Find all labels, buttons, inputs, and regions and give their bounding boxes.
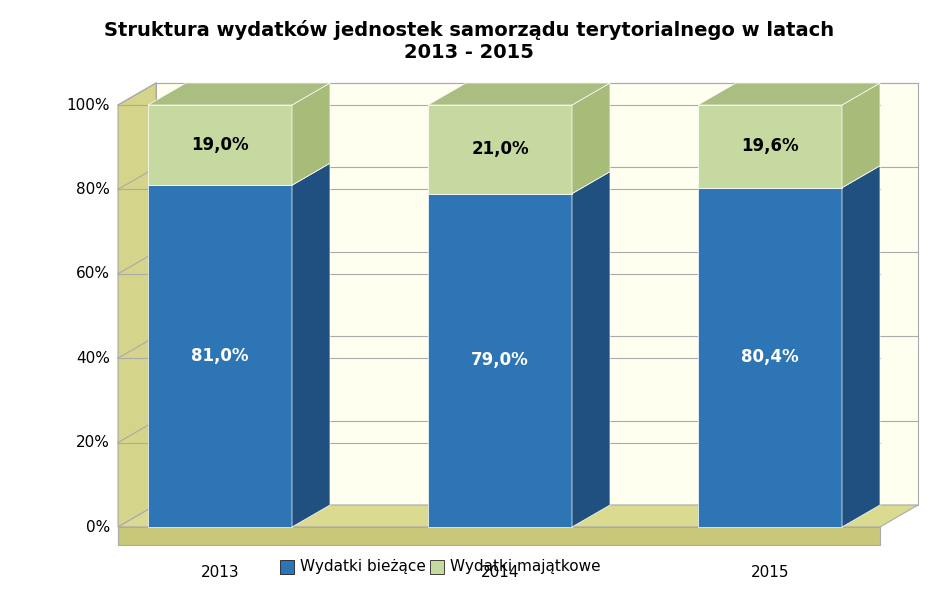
Polygon shape: [118, 505, 918, 527]
Polygon shape: [118, 527, 880, 545]
Polygon shape: [842, 166, 880, 527]
Text: 21,0%: 21,0%: [471, 140, 529, 158]
Text: 60%: 60%: [76, 267, 110, 281]
Text: 79,0%: 79,0%: [471, 351, 529, 369]
Text: 0%: 0%: [85, 519, 110, 534]
Polygon shape: [156, 83, 918, 505]
Polygon shape: [428, 83, 610, 105]
Text: 19,0%: 19,0%: [191, 136, 249, 154]
Polygon shape: [148, 185, 292, 527]
Text: 19,6%: 19,6%: [741, 137, 799, 155]
Polygon shape: [430, 560, 444, 574]
Polygon shape: [428, 105, 572, 193]
Polygon shape: [292, 83, 330, 185]
Text: Wydatki bieżące: Wydatki bieżące: [300, 559, 426, 575]
Polygon shape: [572, 171, 610, 527]
Text: 20%: 20%: [76, 435, 110, 450]
Text: 2014: 2014: [481, 565, 520, 580]
Text: 2015: 2015: [750, 565, 789, 580]
Polygon shape: [698, 105, 842, 187]
Polygon shape: [118, 83, 156, 527]
Text: 100%: 100%: [67, 98, 110, 112]
Text: 81,0%: 81,0%: [191, 347, 249, 365]
Polygon shape: [280, 560, 294, 574]
Text: Struktura wydatków jednostek samorządu terytorialnego w latach
2013 - 2015: Struktura wydatków jednostek samorządu t…: [104, 20, 834, 62]
Polygon shape: [428, 171, 610, 193]
Polygon shape: [428, 193, 572, 527]
Polygon shape: [148, 105, 292, 185]
Polygon shape: [148, 83, 330, 105]
Polygon shape: [148, 163, 330, 185]
Text: 2013: 2013: [201, 565, 239, 580]
Polygon shape: [292, 163, 330, 527]
Text: 80,4%: 80,4%: [741, 348, 799, 367]
Polygon shape: [572, 83, 610, 193]
Polygon shape: [842, 83, 880, 187]
Polygon shape: [698, 83, 880, 105]
Text: Wydatki majątkowe: Wydatki majątkowe: [450, 559, 600, 575]
Polygon shape: [698, 166, 880, 187]
Polygon shape: [698, 187, 842, 527]
Text: 80%: 80%: [76, 182, 110, 197]
Text: 40%: 40%: [76, 350, 110, 366]
